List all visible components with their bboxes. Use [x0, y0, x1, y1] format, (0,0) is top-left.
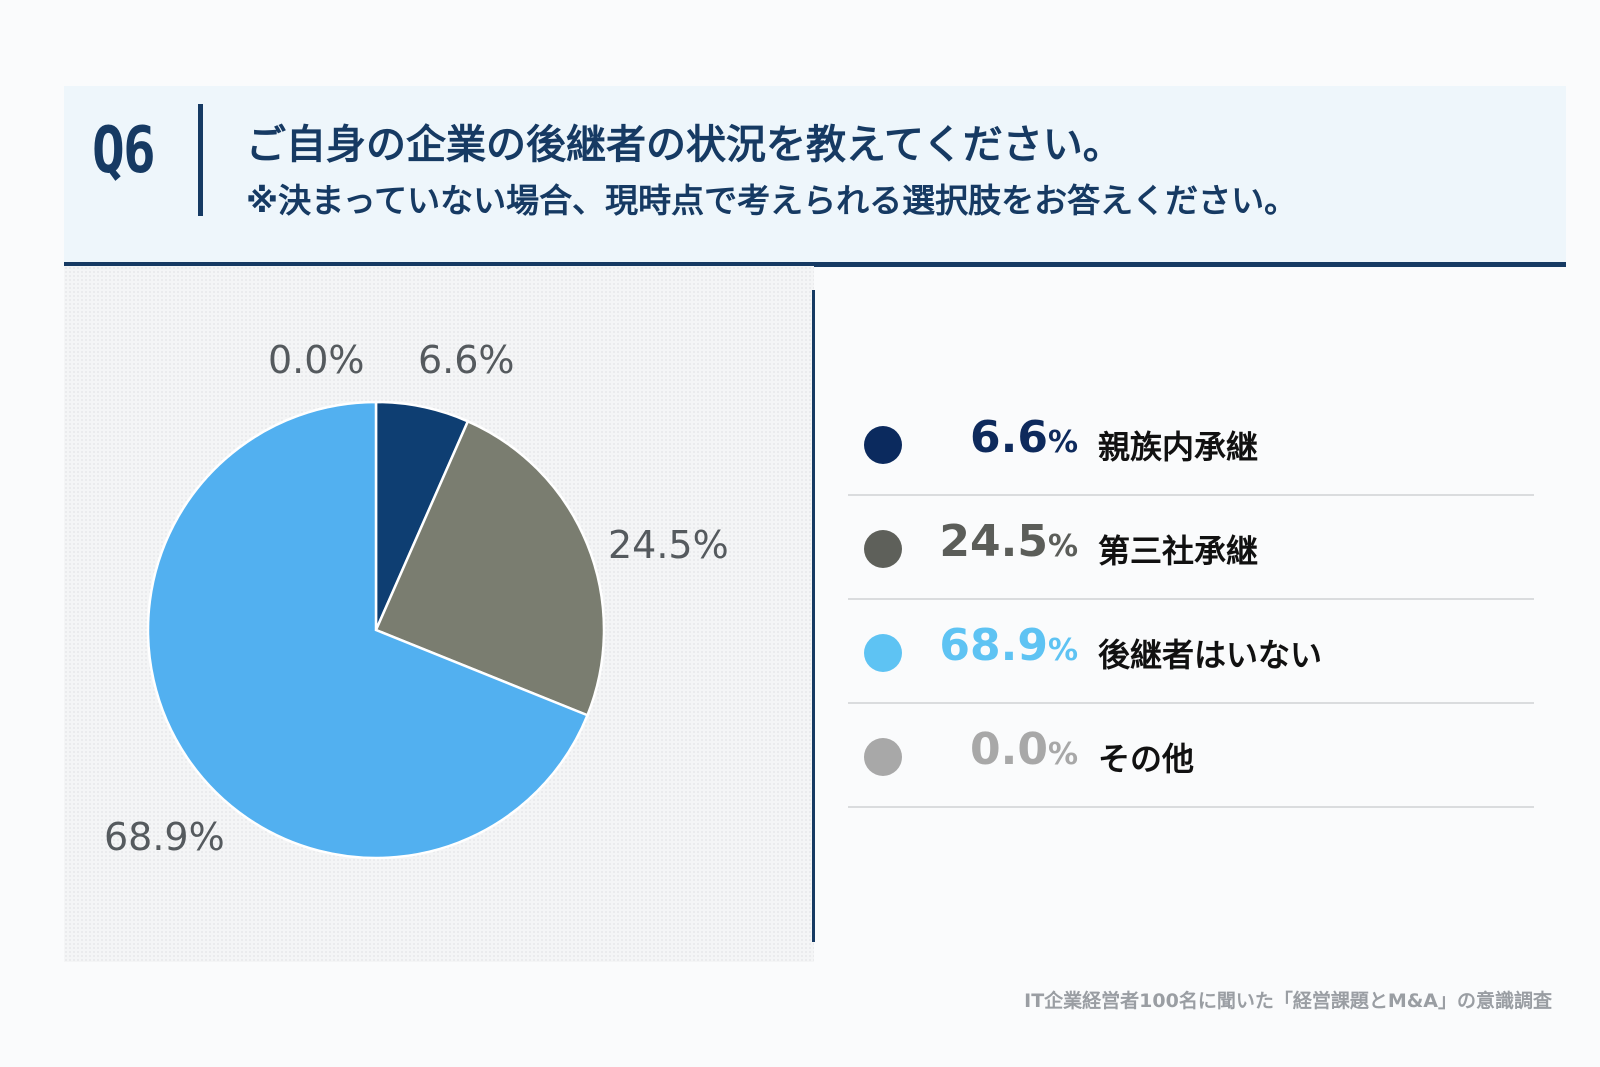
- legend-dot: [864, 530, 902, 568]
- question-header: Q6 ご自身の企業の後継者の状況を教えてください。 ※決まっていない場合、現時点…: [64, 86, 1566, 267]
- pie-chart: 6.6% 24.5% 68.9% 0.0%: [104, 338, 729, 860]
- legend-value-unit: %: [1047, 633, 1078, 668]
- legend-rule: [848, 598, 1534, 600]
- pie-data-label: 24.5%: [608, 523, 729, 567]
- legend-item-other: 0.0% その他: [848, 704, 1534, 808]
- source-caption: IT企業経営者100名に聞いた「経営課題とM&A」の意識調査: [1024, 990, 1552, 1012]
- question-title: ご自身の企業の後継者の状況を教えてください。: [246, 122, 1123, 168]
- pie-data-label: 6.6%: [418, 338, 515, 382]
- legend-value-number: 0.0: [969, 724, 1048, 775]
- legend-value-unit: %: [1047, 425, 1078, 460]
- legend-item-daisansha: 24.5% 第三社承継: [848, 496, 1534, 600]
- pie-slice-no-successor: [146, 400, 590, 860]
- legend-item-no-successor: 68.9% 後継者はいない: [848, 600, 1534, 704]
- legend-rule: [848, 494, 1534, 496]
- legend-label: 後継者はいない: [1098, 636, 1323, 674]
- legend-value-number: 24.5: [939, 516, 1048, 567]
- pie-slice-daisansha: [374, 419, 606, 717]
- legend-item-kinzoku: 6.6% 親族内承継: [848, 392, 1534, 496]
- legend-value-number: 68.9: [939, 620, 1048, 671]
- legend-value: 6.6%: [918, 412, 1078, 463]
- legend-label: その他: [1098, 740, 1195, 778]
- legend-value: 0.0%: [918, 724, 1078, 775]
- pie-data-label: 68.9%: [104, 815, 225, 859]
- legend-rule: [848, 702, 1534, 704]
- vertical-divider: [812, 290, 815, 942]
- question-subtitle: ※決まっていない場合、現時点で考えられる選択肢をお答えください。: [246, 181, 1298, 220]
- legend-value: 24.5%: [918, 516, 1078, 567]
- legend-dot: [864, 634, 902, 672]
- legend-value-unit: %: [1047, 529, 1078, 564]
- pie-data-label: 0.0%: [268, 338, 365, 382]
- chart-panel: 6.6% 24.5% 68.9% 0.0%: [64, 266, 814, 962]
- legend-label: 第三社承継: [1098, 532, 1259, 570]
- legend-label: 親族内承継: [1098, 428, 1259, 466]
- legend-value-number: 6.6: [969, 412, 1048, 463]
- legend-value-unit: %: [1047, 737, 1078, 772]
- legend-dot: [864, 738, 902, 776]
- legend-rule: [848, 806, 1534, 808]
- question-number: Q6: [92, 114, 156, 188]
- legend-dot: [864, 426, 902, 464]
- header-divider: [198, 104, 203, 216]
- legend-value: 68.9%: [918, 620, 1078, 671]
